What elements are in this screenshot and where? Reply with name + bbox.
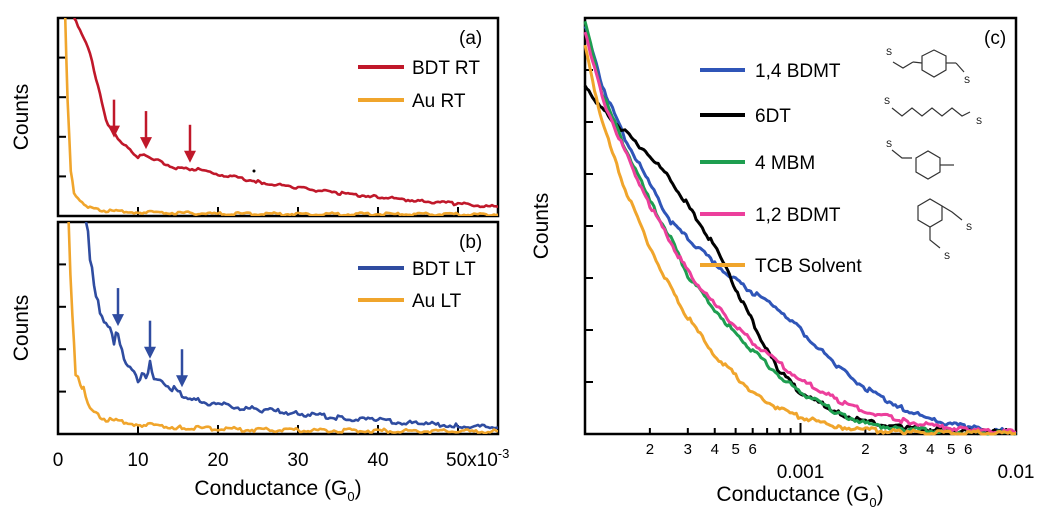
svg-text:S: S — [886, 139, 892, 149]
panel-c-legend: 1,4 BDMT 6DT 4 MBM 1,2 BDMT TCB Solvent — [700, 61, 862, 277]
panel-b: 0 10 20 30 40 50x10-3 Counts (b) BDT LT Au LT… — [10, 220, 509, 504]
x-tick-label: 40 — [367, 450, 388, 471]
panel-b-xlabel: Conductance (G0) — [194, 477, 361, 504]
svg-text:S: S — [976, 116, 982, 126]
legend-label-bdt-rt: BDT RT — [412, 58, 480, 79]
panel-c-letter: (c) — [984, 28, 1006, 49]
x-tick-label: 10 — [127, 450, 148, 471]
legend-label-au-lt: Au LT — [412, 291, 462, 312]
legend-label-tcb: TCB Solvent — [755, 256, 862, 277]
x-tick-label: 20 — [207, 450, 228, 471]
svg-text:S: S — [886, 47, 892, 57]
peak-arrowhead — [176, 375, 188, 388]
panel-c-ylabel: Counts — [530, 193, 553, 260]
peak-arrowhead — [112, 314, 124, 327]
series-line-1-4-bdmt — [583, 25, 1018, 436]
svg-text:S: S — [944, 251, 950, 261]
legend-label-12bdmt: 1,2 BDMT — [755, 205, 841, 226]
panel-c-xlabel: Conductance (G0) — [716, 483, 883, 510]
panel-a-frame — [56, 16, 500, 218]
x-minor-tick-label: 5 — [947, 441, 955, 458]
panel-a-ylabel: Counts — [10, 84, 33, 151]
x-tick-label: 30 — [287, 450, 308, 471]
x-minor-tick-label: 3 — [899, 441, 907, 458]
legend-label-au-rt: Au RT — [412, 91, 466, 112]
x-minor-tick-label: 4 — [926, 441, 934, 458]
svg-text:S: S — [966, 222, 972, 232]
series-line-bdt-rt — [72, 18, 498, 209]
svg-text:S: S — [884, 96, 890, 106]
x-minor-tick-label: 6 — [964, 441, 972, 458]
legend-label-4mbm: 4 MBM — [755, 153, 815, 174]
x-tick-label: 50x10-3 — [446, 446, 509, 471]
series-line-1-2-bdmt — [583, 31, 1017, 435]
peak-arrowhead — [108, 125, 120, 138]
peak-arrowhead — [184, 150, 196, 163]
peak-arrowhead — [140, 137, 152, 150]
x-minor-tick-label: 2 — [646, 441, 654, 458]
svg-text:S: S — [964, 75, 970, 85]
x-minor-tick-label: 3 — [684, 441, 692, 458]
panel-b-ylabel: Counts — [10, 295, 33, 362]
panel-c: 2 3 4 5 6 2 3 4 5 60.001 0.01 Counts (c) 1,4 BDMT … — [530, 16, 1035, 510]
panel-a: Counts (a) BDT RT Au RT — [10, 16, 500, 218]
series-line-tcb-solvent — [583, 44, 1016, 436]
panel-b-letter: (b) — [459, 232, 482, 253]
molecule-12bdmt-structure: S S — [917, 198, 972, 261]
molecule-4mbm-structure: S — [886, 139, 954, 180]
series-line-au-lt — [67, 222, 498, 434]
panel-b-frame — [56, 220, 500, 436]
legend-label-bdt-lt: BDT LT — [412, 259, 476, 280]
molecule-6dt-structure: S S — [884, 96, 982, 126]
series-line-bdt-lt — [84, 222, 498, 430]
panel-b-legend: BDT LT Au LT — [358, 259, 476, 312]
peak-arrowhead — [144, 346, 156, 359]
x-minor-tick-label: 6 — [749, 441, 757, 458]
legend-label-14bdmt: 1,4 BDMT — [755, 61, 841, 82]
legend-label-6dt: 6DT — [755, 106, 791, 127]
x-minor-tick-label: 5 — [731, 441, 739, 458]
series-line-au-rt — [63, 18, 498, 216]
panel-a-legend: BDT RT Au RT — [358, 58, 480, 112]
x-minor-tick-label: 2 — [861, 441, 869, 458]
stray-dot — [252, 169, 256, 173]
x-major-tick-label: 0.001 — [777, 462, 825, 483]
svg-text:Conductance (G0): Conductance (G0) — [716, 483, 883, 510]
x-tick-label: 0 — [53, 450, 64, 471]
x-major-tick-label: 0.01 — [998, 462, 1035, 483]
panel-a-letter: (a) — [459, 28, 482, 49]
series-line-4-mbm — [583, 20, 1017, 436]
x-minor-tick-label: 4 — [711, 441, 719, 458]
molecule-14bdmt-structure: S S — [886, 47, 970, 85]
